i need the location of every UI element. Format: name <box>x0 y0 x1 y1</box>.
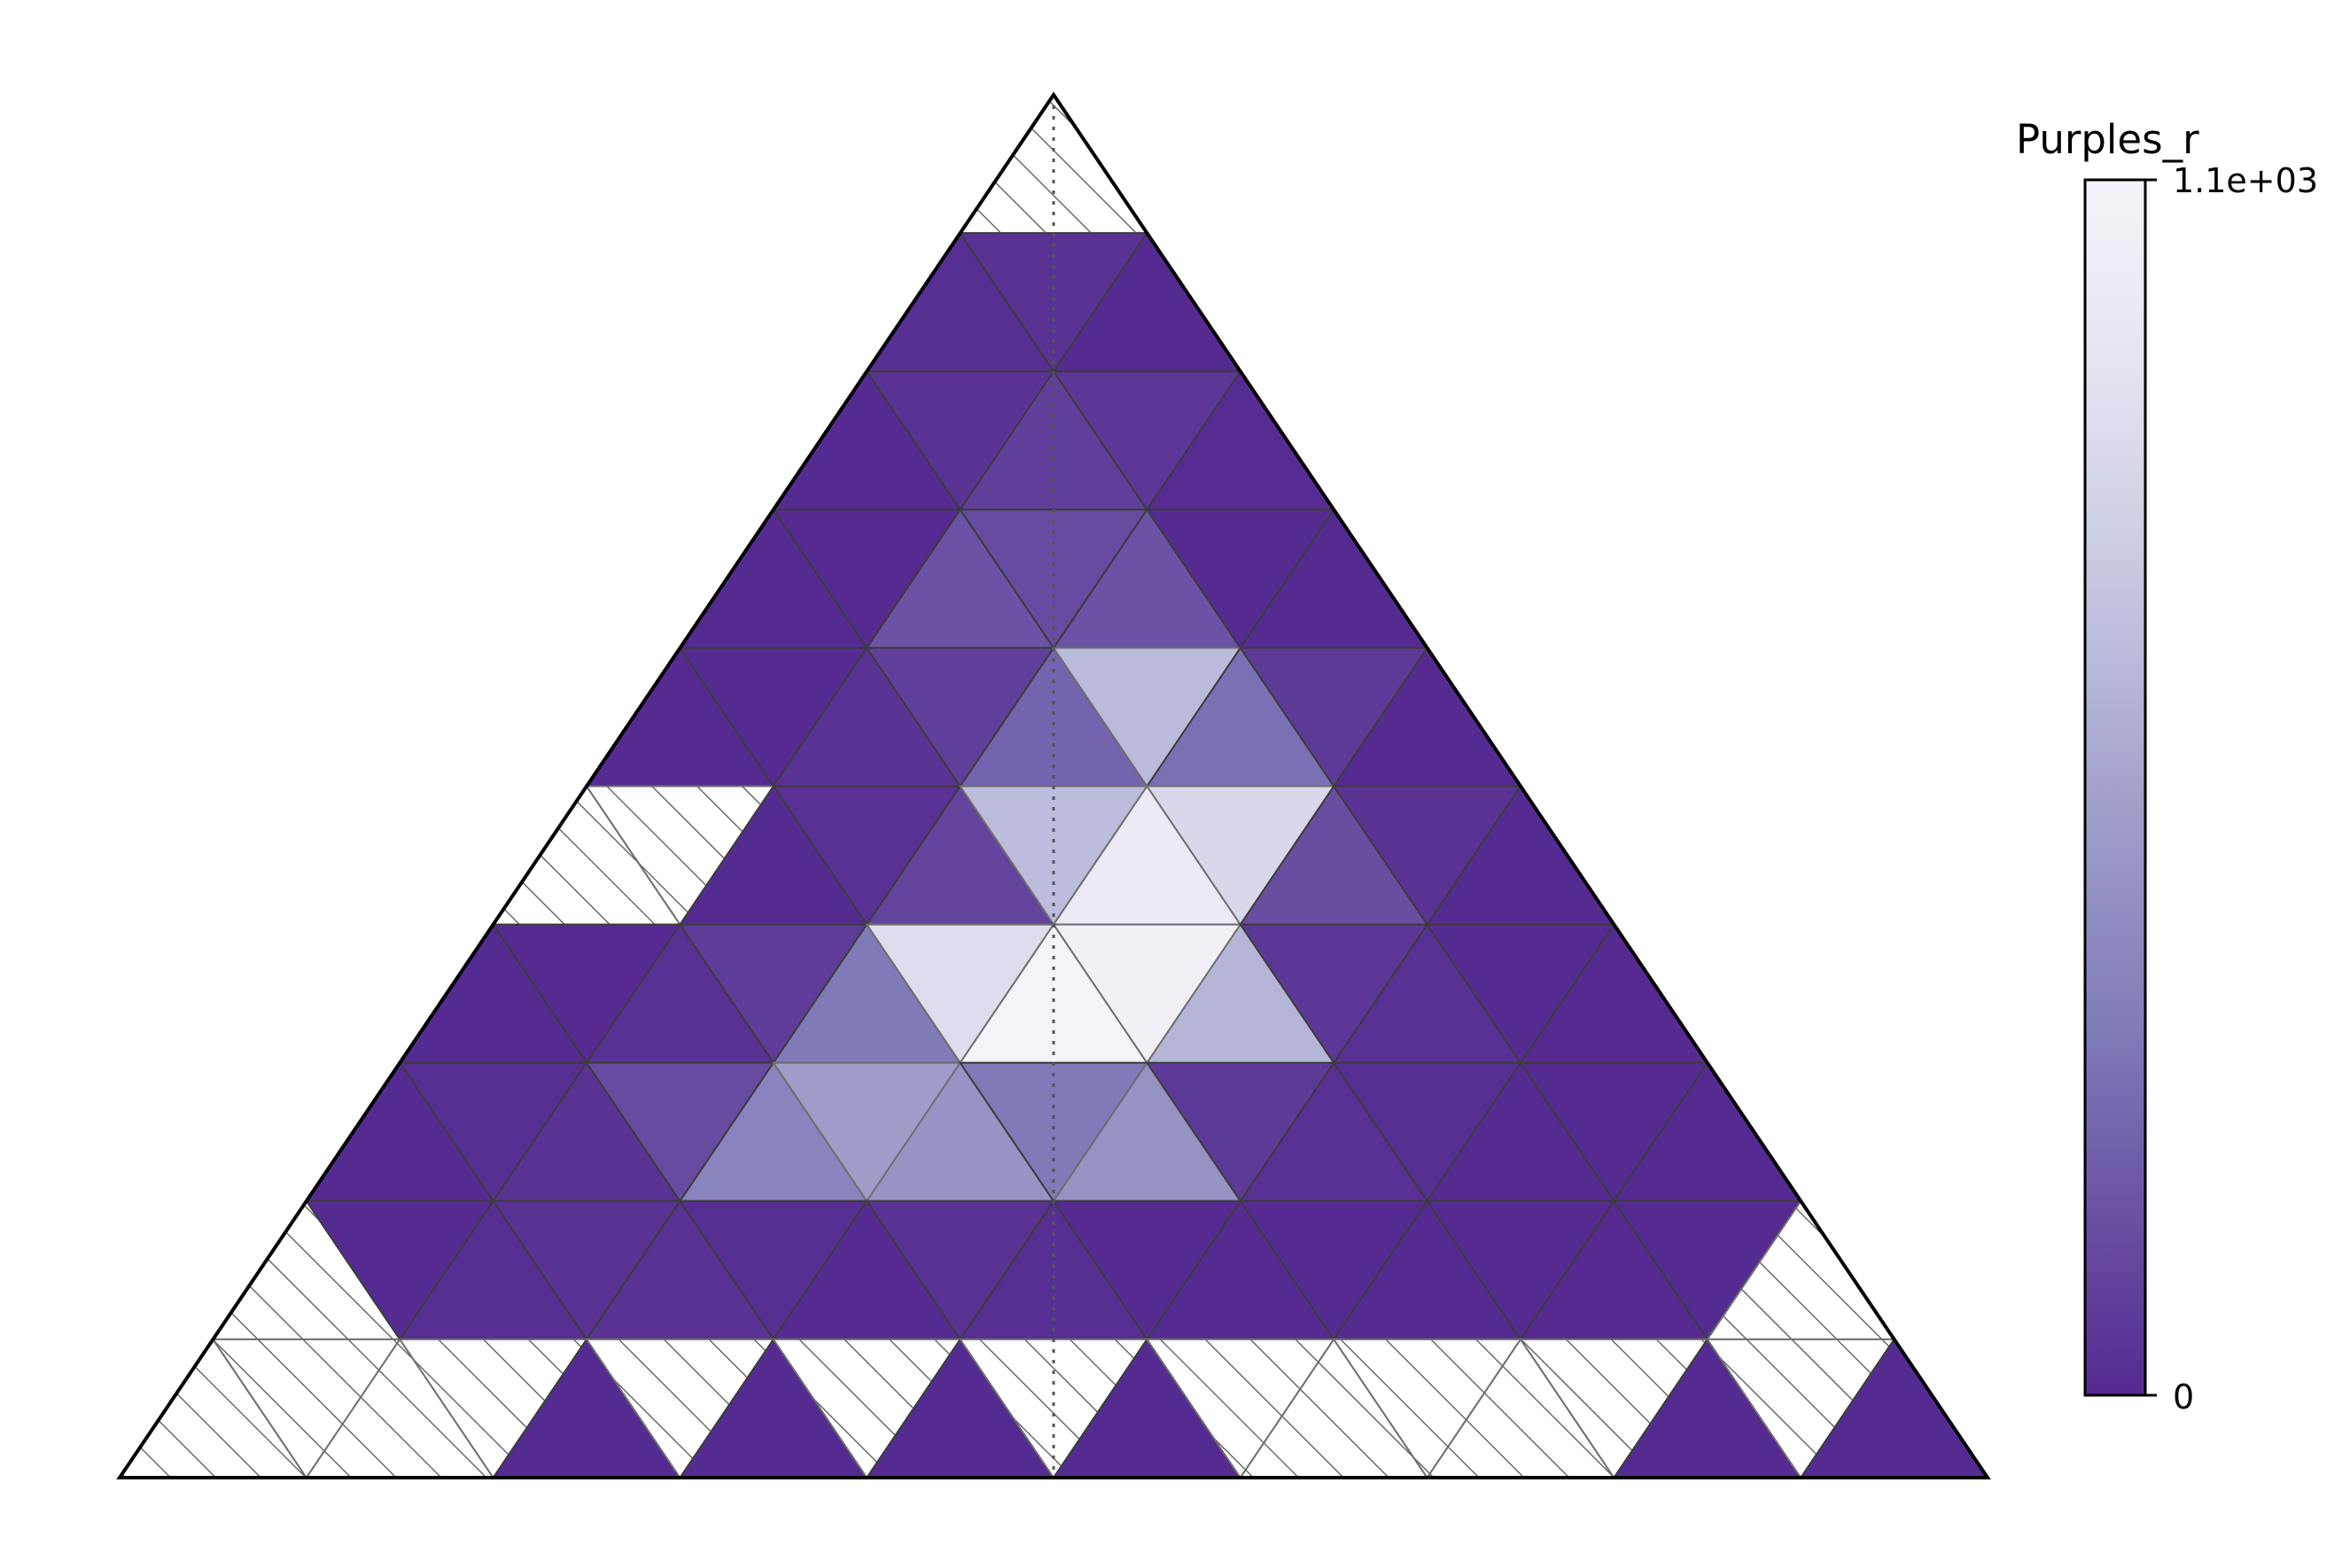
colorbar-title: Purples_r <box>2016 116 2199 163</box>
colorbar: Purples_r 1.1e+03 0 <box>2016 116 2318 1417</box>
triangle-outline <box>116 91 1991 1479</box>
colorbar-max-label: 1.1e+03 <box>2173 161 2318 200</box>
ternary-cells <box>118 93 1989 1479</box>
colorbar-gradient <box>2083 178 2147 1397</box>
colorbar-min-label: 0 <box>2173 1378 2194 1417</box>
